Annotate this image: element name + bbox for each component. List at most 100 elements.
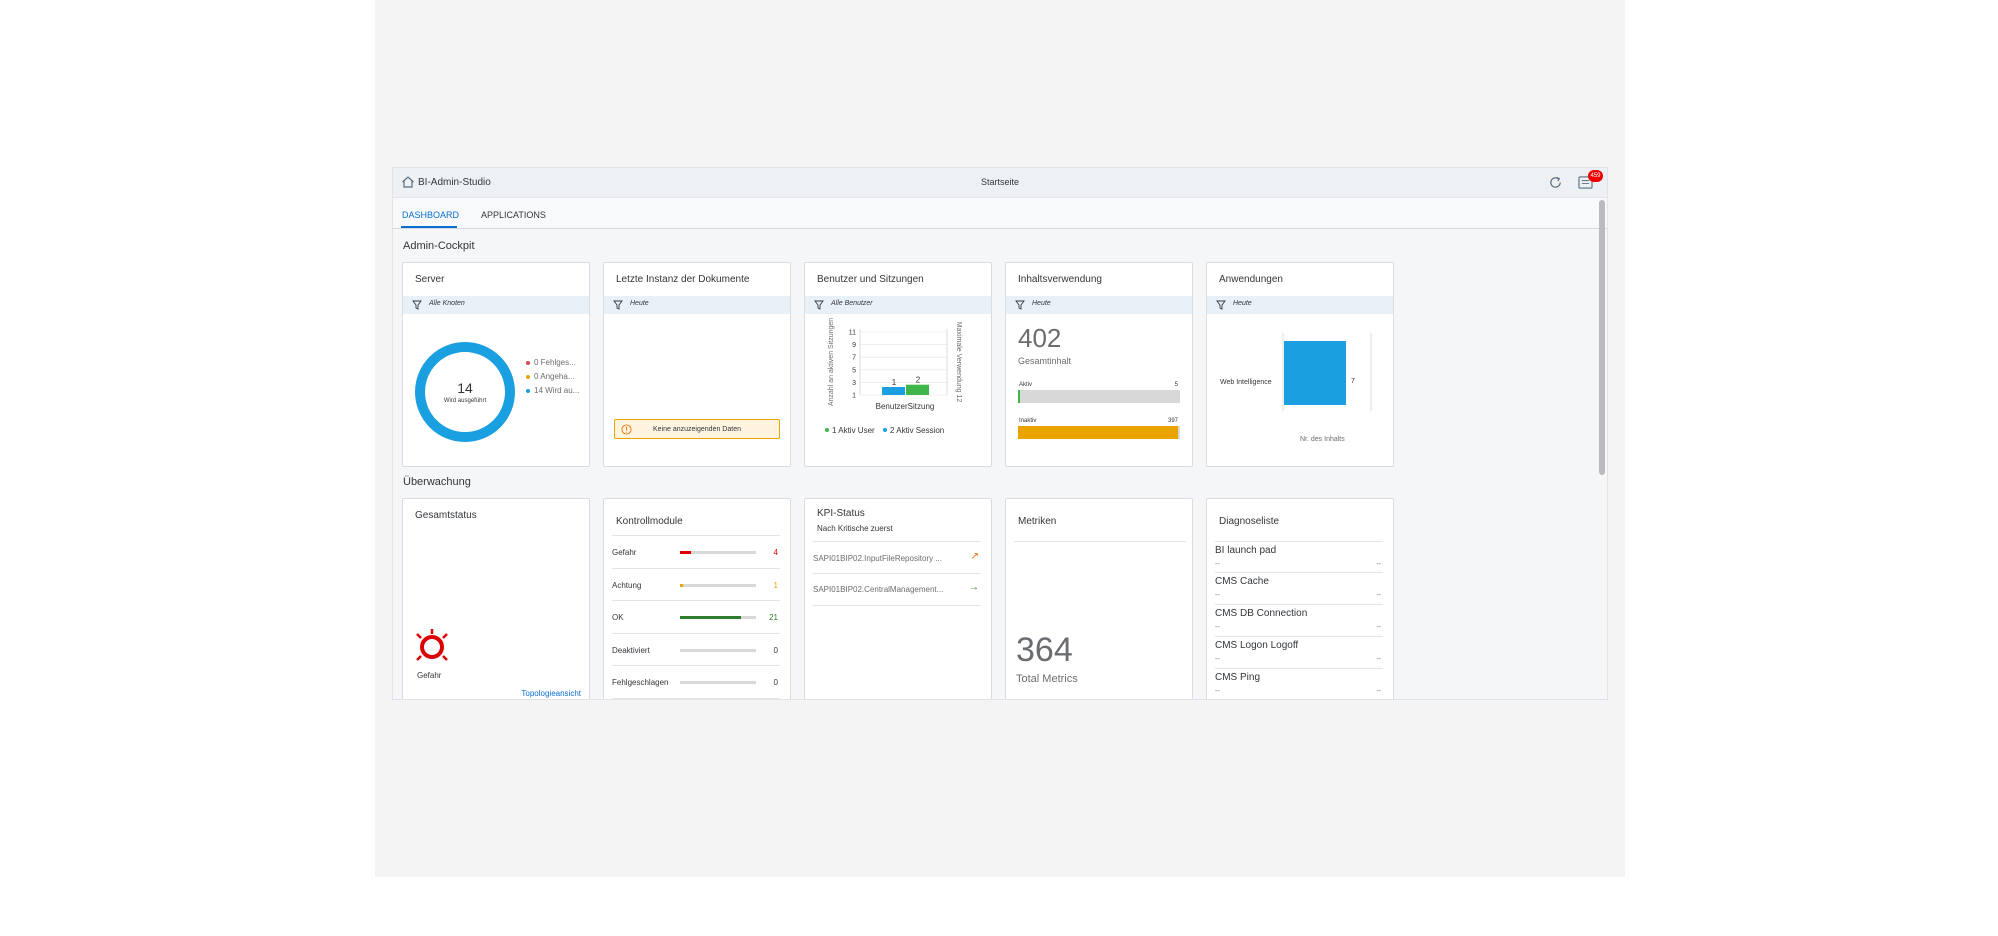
diagnostic-value-right: -- xyxy=(1376,656,1381,663)
web-intelligence-bar[interactable] xyxy=(1284,341,1346,405)
filter-bar[interactable]: Alle Benutzer xyxy=(805,296,991,314)
overall-status-tile[interactable]: Gesamtstatus Gefahr Topologieansicht xyxy=(402,498,590,699)
kpi-status-tile[interactable]: KPI-Status Nach Kritische zuerst SAPI01B… xyxy=(804,498,992,699)
applications-tile[interactable]: Anwendungen Heute Web Intelligence 7 Nr.… xyxy=(1206,262,1394,467)
diagnostic-value-left: -- xyxy=(1215,656,1220,663)
y-tick-label: 3 xyxy=(852,380,856,387)
probe-count: 1 xyxy=(773,580,778,590)
filter-label: Heute xyxy=(630,300,649,307)
users-sessions-tile[interactable]: Benutzer und Sitzungen Alle Benutzer 11 9… xyxy=(804,262,992,467)
diagnostic-row[interactable]: CMS DB Connection -- -- xyxy=(1215,605,1383,637)
documents-tile[interactable]: Letzte Instanz der Dokumente Heute Keine… xyxy=(603,262,791,467)
applications-bar-chart[interactable] xyxy=(1207,315,1394,467)
filter-icon xyxy=(814,300,824,310)
bar-value-label: 1 xyxy=(892,378,897,387)
status-label: Gefahr xyxy=(417,671,442,680)
metrics-value: 364 xyxy=(1016,631,1073,669)
probe-row[interactable]: OK 21 xyxy=(612,601,780,634)
filter-icon xyxy=(1216,300,1226,310)
kpi-name: SAPI01BIP02.InputFileRepository ... xyxy=(813,554,942,563)
no-data-message: Keine anzuzeigenden Daten xyxy=(614,419,780,439)
diagnostic-row[interactable]: CMS Ping -- -- xyxy=(1215,669,1383,699)
topology-view-link[interactable]: Topologieansicht xyxy=(521,689,581,698)
notification-badge[interactable]: 459 xyxy=(1588,170,1603,182)
diagnostic-row[interactable]: CMS Logon Logoff -- -- xyxy=(1215,637,1383,669)
donut-center-value: 14 xyxy=(457,380,473,396)
bar-value-label: 7 xyxy=(1351,378,1355,385)
probe-bar xyxy=(680,551,756,554)
probe-bar xyxy=(680,616,756,619)
section-title-monitoring: Überwachung xyxy=(403,476,471,488)
filter-label: Heute xyxy=(1032,300,1051,307)
probe-count: 0 xyxy=(773,678,778,687)
diagnostics-tile[interactable]: Diagnoseliste BI launch pad -- -- CMS Cache… xyxy=(1206,498,1394,699)
inactive-label: Inaktiv xyxy=(1019,418,1037,424)
home-icon[interactable] xyxy=(401,175,415,189)
y-tick-label: 5 xyxy=(852,367,856,374)
total-content-value: 402 xyxy=(1018,323,1062,353)
active-value: 5 xyxy=(1174,382,1178,388)
probes-tile[interactable]: Kontrollmodule Gefahr 4 Achtung 1 OK 21 Deakti… xyxy=(603,498,791,699)
section-title-admin-cockpit: Admin-Cockpit xyxy=(403,240,475,252)
inactive-bar-fill xyxy=(1018,426,1179,439)
tile-title: Letzte Instanz der Dokumente xyxy=(616,274,750,285)
category-label: Web Intelligence xyxy=(1220,379,1272,386)
tile-title: KPI-Status xyxy=(817,508,865,519)
metrics-tile[interactable]: Metriken 364 Total Metrics xyxy=(1005,498,1193,699)
filter-bar[interactable]: Alle Knoten xyxy=(403,296,589,314)
warning-icon xyxy=(621,424,632,435)
kpi-row[interactable]: SAPI01BIP02.InputFileRepository ... ↗ xyxy=(813,541,981,574)
legend-label: 2 Aktiv Session xyxy=(890,426,944,435)
y-tick-label: 7 xyxy=(852,355,856,362)
probe-bar xyxy=(680,681,756,684)
probe-label: Fehlgeschlagen xyxy=(612,678,669,687)
scrollbar[interactable] xyxy=(1599,200,1605,475)
probe-row[interactable]: Gefahr 4 xyxy=(612,536,780,569)
page-title: Startseite xyxy=(980,177,1020,187)
notifications-icon[interactable] xyxy=(1578,176,1593,189)
content-usage-tile[interactable]: Inhaltsverwendung Heute 402 Gesamtinhalt… xyxy=(1005,262,1193,467)
filter-bar[interactable]: Heute xyxy=(1207,296,1393,314)
filter-label: Alle Knoten xyxy=(429,300,465,307)
diagnostic-row[interactable]: BI launch pad -- -- xyxy=(1215,541,1383,573)
y-tick-label: 11 xyxy=(849,330,856,337)
divider xyxy=(1014,541,1186,542)
tab-applications[interactable]: APPLICATIONS xyxy=(481,210,546,220)
diagnostic-value-left: -- xyxy=(1215,561,1220,568)
server-donut-chart[interactable] xyxy=(413,340,517,444)
tile-title: Server xyxy=(415,274,445,285)
danger-status-icon xyxy=(416,629,448,661)
kpi-row[interactable]: SAPI01BIP02.CentralManagement... → xyxy=(813,574,981,606)
diagnostic-value-right: -- xyxy=(1376,592,1381,599)
probe-row[interactable]: Achtung 1 xyxy=(612,569,780,601)
bar-value-label: 2 xyxy=(916,376,921,385)
probe-row[interactable]: Fehlgeschlagen 0 xyxy=(612,666,780,699)
server-tile[interactable]: Server Alle Knoten 14 Wird ausgeführt 0 … xyxy=(402,262,590,467)
refresh-icon[interactable] xyxy=(1548,175,1563,190)
kpi-name: SAPI01BIP02.CentralManagement... xyxy=(813,585,944,594)
tile-title: Metriken xyxy=(1018,516,1057,527)
legend-dot xyxy=(526,360,530,365)
shell-bar: BI-Admin-Studio Startseite 459 xyxy=(393,168,1607,198)
probe-row[interactable]: Deaktiviert 0 xyxy=(612,634,780,666)
active-tab-indicator xyxy=(401,226,457,228)
tab-dashboard[interactable]: DASHBOARD xyxy=(402,210,460,220)
app-title[interactable]: BI-Admin-Studio xyxy=(418,177,491,188)
tile-title: Diagnoseliste xyxy=(1219,516,1280,527)
inactive-content-bar xyxy=(1018,426,1180,439)
tile-title: Benutzer und Sitzungen xyxy=(817,274,924,285)
filter-bar[interactable]: Heute xyxy=(1006,296,1192,314)
probe-bar xyxy=(680,648,756,652)
divider xyxy=(612,535,780,536)
x-axis-label: Nr. des Inhalts xyxy=(1300,436,1345,443)
legend-label: 1 Aktiv User xyxy=(832,426,875,435)
legend-item: 14 Wird au... xyxy=(526,386,579,395)
probe-label: Gefahr xyxy=(612,548,637,557)
filter-label: Heute xyxy=(1233,300,1252,307)
diagnostic-value-left: -- xyxy=(1215,592,1220,599)
tile-title: Anwendungen xyxy=(1219,274,1283,285)
filter-bar[interactable]: Heute xyxy=(604,296,790,314)
diagnostic-row[interactable]: CMS Cache -- -- xyxy=(1215,573,1383,605)
tab-bar: DASHBOARD APPLICATIONS xyxy=(393,198,1607,229)
